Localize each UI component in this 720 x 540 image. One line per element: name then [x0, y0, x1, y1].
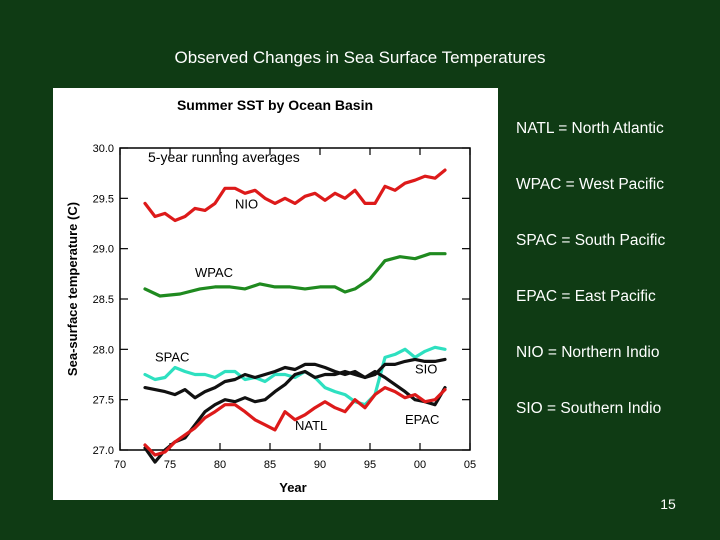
chart-subtitle: 5-year running averages [148, 149, 300, 165]
y-tick-label: 29.0 [93, 244, 114, 256]
series-annotations: NIO WPAC SPAC SIO EPAC NATL [155, 196, 439, 432]
page-number: 15 [660, 496, 676, 512]
annotation-epac: EPAC [405, 412, 439, 427]
y-tick-label: 27.0 [93, 445, 114, 457]
y-tick-label: 29.5 [93, 193, 114, 205]
y-tick-label: 28.0 [93, 344, 114, 356]
legend-item: NIO = Northern Indio [516, 344, 660, 361]
axis-ticks: 70 75 80 85 90 95 00 05 27.0 27.5 28.0 28.5 29.0 29.5… [93, 143, 477, 471]
x-tick-label: 05 [464, 459, 476, 471]
series-line-wpac [143, 252, 447, 298]
sst-line-chart: Summer SST by Ocean Basin 5-year running… [65, 97, 477, 495]
series-line-epac [143, 369, 447, 464]
y-tick-label: 27.5 [93, 395, 114, 407]
plot-frame [119, 147, 471, 451]
x-tick-label: 75 [164, 459, 176, 471]
chart-panel: Summer SST by Ocean Basin 5-year running… [53, 88, 498, 500]
x-tick-label: 80 [214, 459, 226, 471]
annotation-sio: SIO [415, 361, 437, 376]
x-tick-label: 95 [364, 459, 376, 471]
x-tick-label: 85 [264, 459, 276, 471]
series-line-sio [143, 357, 447, 400]
legend-item: SPAC = South Pacific [516, 232, 666, 249]
x-tick-label: 90 [314, 459, 326, 471]
legend-item: NATL = North Atlantic [516, 120, 664, 137]
legend-item: WPAC = West Pacific [516, 176, 664, 193]
y-axis-label: Sea-surface temperature (C) [65, 202, 80, 376]
series-lines [143, 168, 447, 464]
annotation-nio: NIO [235, 196, 258, 211]
legend-item: SIO = Southern Indio [516, 400, 662, 417]
chart-title: Summer SST by Ocean Basin [177, 97, 373, 113]
y-tick-label: 30.0 [93, 143, 114, 155]
legend-item: EPAC = East Pacific [516, 288, 656, 305]
annotation-wpac: WPAC [195, 265, 233, 280]
annotation-spac: SPAC [155, 349, 189, 364]
x-axis-label: Year [279, 480, 306, 495]
annotation-natl: NATL [295, 418, 327, 433]
series-line-natl [143, 386, 447, 457]
series-line-spac [143, 345, 447, 407]
series-line-nio [143, 168, 447, 223]
x-tick-label: 70 [114, 459, 126, 471]
slide-title: Observed Changes in Sea Surface Temperat… [174, 48, 546, 67]
x-tick-label: 00 [414, 459, 426, 471]
y-tick-label: 28.5 [93, 294, 114, 306]
